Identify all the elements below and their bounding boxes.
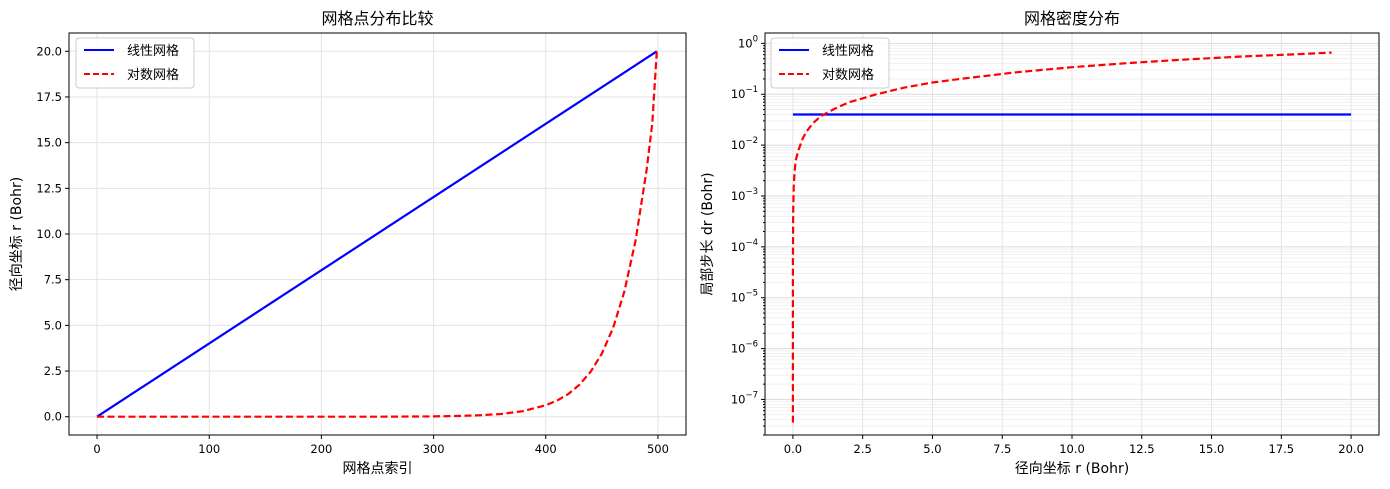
right-x-tick-label: 2.5 [854,442,872,456]
right-ticks: 0.0 2.5 5.0 7.5 10.0 12.5 15.0 17.5 20.0 100 10−1 1… [731,34,1364,456]
right-x-tick-label: 17.5 [1269,442,1295,456]
left-x-tick-label: 0 [93,442,100,456]
right-x-tick-label: 5.0 [923,442,941,456]
left-x-tick-label: 500 [647,442,669,456]
left-grid [69,33,686,435]
left-y-tick-label: 7.5 [44,273,62,287]
left-x-tick-label: 200 [310,442,332,456]
right-y-tick-label: 10−4 [731,238,758,254]
right-y-axis-label: 局部步长 dr (Bohr) [700,172,716,295]
right-y-tick-label: 10−1 [731,85,758,101]
right-series-log-line [791,51,1332,423]
left-ticks: 0 100 200 300 400 500 0.0 2.5 5.0 7.5 10.0 12.5 15.0… [36,44,669,456]
right-x-tick-label: 12.5 [1129,442,1155,456]
left-y-tick-label: 12.5 [36,181,62,195]
left-y-tick-label: 0.0 [44,410,62,424]
left-y-tick-label: 5.0 [44,318,62,332]
right-y-tick-label: 10−2 [731,136,758,152]
right-x-tick-label: 10.0 [1059,442,1085,456]
left-x-tick-label: 400 [535,442,557,456]
left-x-tick-label: 300 [423,442,445,456]
left-y-tick-label: 15.0 [36,136,62,150]
left-axes: 0 100 200 300 400 500 0.0 2.5 5.0 7.5 10.0 12.5 15.0… [9,9,687,477]
right-y-tick-label: 10−5 [731,289,758,305]
left-y-axis-label: 径向坐标 r (Bohr) [9,177,25,291]
right-grid [765,33,1379,436]
left-legend-label-linear: 线性网格 [127,43,179,59]
right-y-tick-label: 10−3 [731,187,758,203]
right-x-tick-label: 0.0 [784,442,802,456]
left-x-axis-label: 网格点索引 [343,460,413,477]
right-chart-title: 网格密度分布 [1024,9,1120,28]
right-x-tick-label: 7.5 [993,442,1011,456]
left-x-tick-label: 100 [198,442,220,456]
right-x-tick-label: 15.0 [1199,442,1225,456]
left-y-tick-label: 10.0 [36,227,62,241]
left-series [96,50,658,418]
right-y-tick-label: 10−7 [731,390,758,406]
right-axes: 0.0 2.5 5.0 7.5 10.0 12.5 15.0 17.5 20.0 100 10−1 1… [700,9,1380,477]
right-legend: 线性网格 对数网格 [770,37,890,89]
left-series-linear-line [96,50,658,418]
left-legend-label-log: 对数网格 [127,67,179,83]
right-y-tick-label: 100 [738,34,758,50]
right-x-tick-label: 20.0 [1338,442,1364,456]
right-legend-label-linear: 线性网格 [822,43,874,59]
left-chart-title: 网格点分布比较 [321,9,433,28]
left-legend: 线性网格 对数网格 [75,37,195,89]
left-y-tick-label: 17.5 [36,90,62,104]
right-y-tick-label: 10−6 [731,340,758,356]
right-series [791,51,1352,423]
left-y-tick-label: 2.5 [44,364,62,378]
right-legend-label-log: 对数网格 [822,67,874,83]
right-x-axis-label: 径向坐标 r (Bohr) [1015,461,1129,477]
left-y-tick-label: 20.0 [36,44,62,58]
left-series-log-line [97,51,658,418]
